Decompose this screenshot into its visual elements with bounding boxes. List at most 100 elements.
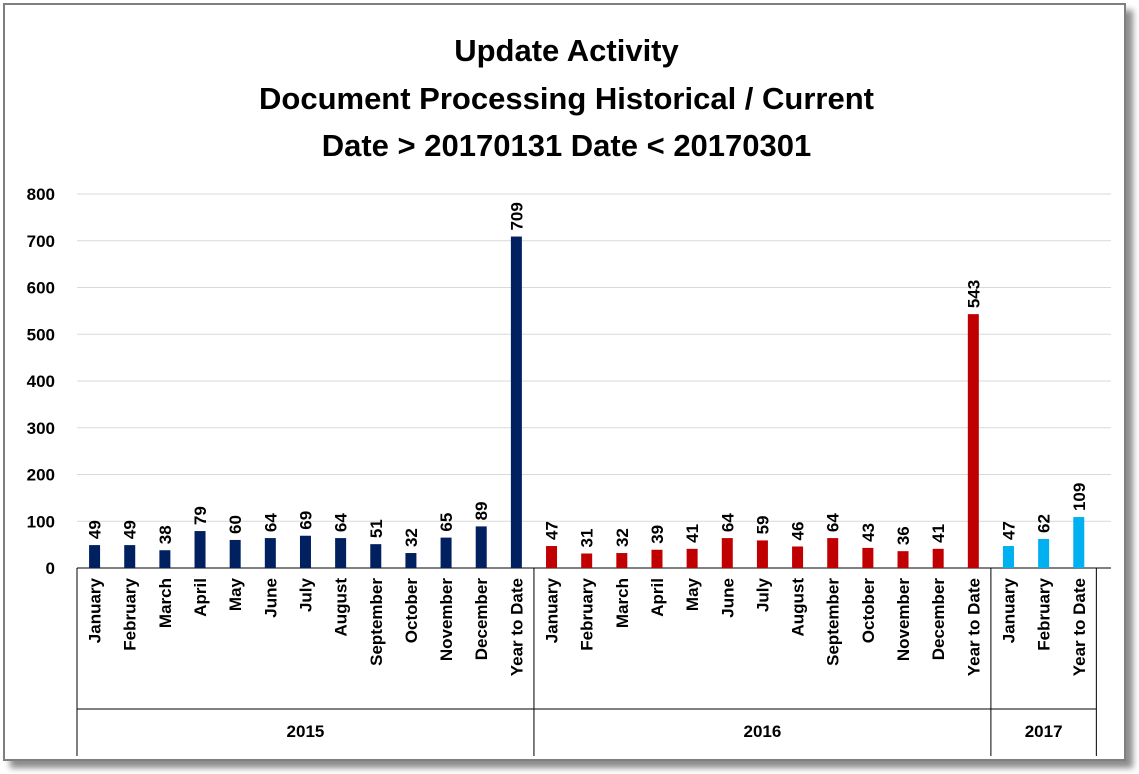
bar bbox=[264, 538, 276, 568]
bar bbox=[1073, 517, 1085, 568]
bar bbox=[932, 548, 944, 568]
x-category-label: January bbox=[543, 577, 562, 643]
x-group-label: 2017 bbox=[1025, 722, 1063, 741]
bar bbox=[159, 550, 171, 568]
bar bbox=[229, 539, 241, 568]
bar bbox=[194, 531, 206, 568]
bar bbox=[792, 546, 804, 568]
chart-title-line-3: Date > 20170131 Date < 20170301 bbox=[321, 128, 812, 163]
x-category-label: June bbox=[718, 578, 737, 618]
x-category-label: January bbox=[999, 577, 1018, 643]
x-category-label: February bbox=[121, 577, 140, 650]
data-label: 62 bbox=[1035, 514, 1054, 533]
bar bbox=[651, 549, 663, 568]
x-category-label: September bbox=[367, 578, 386, 666]
x-category-label: August bbox=[789, 578, 808, 637]
x-category-label: September bbox=[824, 578, 843, 666]
y-tick-label: 200 bbox=[27, 466, 55, 485]
bar-chart: 0 100 200 300 400 500 600 700 800 49 January 49 Febr… bbox=[27, 185, 1111, 756]
bar bbox=[475, 526, 487, 568]
y-tick-label: 500 bbox=[27, 325, 55, 344]
bar bbox=[721, 538, 733, 568]
x-group-label: 2015 bbox=[287, 722, 325, 741]
data-label: 49 bbox=[121, 520, 140, 539]
x-category-label: April bbox=[648, 578, 667, 617]
y-tick-label: 0 bbox=[46, 559, 55, 578]
bar bbox=[546, 546, 558, 568]
bar bbox=[335, 538, 347, 568]
data-label: 59 bbox=[753, 515, 772, 534]
x-category-label: July bbox=[296, 577, 315, 612]
bar bbox=[405, 553, 417, 568]
bar bbox=[370, 544, 382, 568]
x-category-label: July bbox=[753, 577, 772, 612]
x-category-label: February bbox=[578, 577, 597, 650]
x-category-label: May bbox=[683, 577, 702, 611]
data-label: 43 bbox=[859, 523, 878, 542]
x-category-label: April bbox=[191, 578, 210, 617]
bar bbox=[581, 553, 593, 568]
bar bbox=[862, 547, 874, 568]
bar bbox=[756, 540, 768, 568]
x-group-label: 2016 bbox=[744, 722, 782, 741]
y-tick-label: 600 bbox=[27, 279, 55, 298]
data-label: 31 bbox=[578, 529, 597, 548]
bar bbox=[440, 537, 452, 568]
bar bbox=[124, 545, 136, 568]
x-category-label: October bbox=[402, 578, 421, 644]
x-category-label: June bbox=[261, 578, 280, 618]
data-label: 41 bbox=[929, 524, 948, 543]
x-category-label: November bbox=[437, 578, 456, 662]
data-label: 51 bbox=[367, 519, 386, 538]
x-category-label: Year to Date bbox=[507, 578, 526, 676]
x-category-label: Year to Date bbox=[1070, 578, 1089, 676]
bar bbox=[1002, 546, 1014, 568]
data-label: 64 bbox=[718, 513, 737, 532]
bar bbox=[967, 314, 979, 568]
x-category-label: March bbox=[613, 578, 632, 628]
chart-title-line-2: Document Processing Historical / Current bbox=[259, 81, 874, 116]
data-label: 32 bbox=[402, 528, 421, 547]
data-label: 49 bbox=[86, 520, 105, 539]
x-category-label: January bbox=[86, 577, 105, 643]
data-label: 38 bbox=[156, 525, 175, 544]
x-category-label: December bbox=[929, 578, 948, 661]
x-category-label: December bbox=[472, 578, 491, 661]
x-category-label: August bbox=[332, 578, 351, 637]
bar bbox=[510, 236, 522, 569]
chart-title-line-1: Update Activity bbox=[454, 33, 679, 68]
data-label: 41 bbox=[683, 524, 702, 543]
data-label: 60 bbox=[226, 515, 245, 534]
x-category-label: October bbox=[859, 578, 878, 644]
x-category-label: March bbox=[156, 578, 175, 628]
data-label: 32 bbox=[613, 528, 632, 547]
data-label: 69 bbox=[296, 511, 315, 530]
x-category-label: May bbox=[226, 577, 245, 611]
data-label: 47 bbox=[999, 521, 1018, 540]
bar bbox=[299, 535, 311, 568]
y-tick-label: 300 bbox=[27, 419, 55, 438]
bar bbox=[897, 551, 909, 568]
x-category-label: November bbox=[894, 578, 913, 662]
y-tick-label: 100 bbox=[27, 512, 55, 531]
bar bbox=[827, 538, 839, 568]
y-tick-label: 400 bbox=[27, 372, 55, 391]
x-category-label: Year to Date bbox=[964, 578, 983, 676]
bar bbox=[616, 553, 628, 568]
bar bbox=[89, 545, 101, 568]
bar bbox=[1038, 539, 1050, 568]
data-label: 47 bbox=[543, 521, 562, 540]
x-category-label: February bbox=[1035, 577, 1054, 650]
bar bbox=[686, 548, 698, 568]
data-label: 543 bbox=[964, 280, 983, 308]
data-label: 46 bbox=[789, 522, 808, 541]
data-label: 709 bbox=[507, 202, 526, 230]
data-label: 64 bbox=[824, 513, 843, 532]
data-label: 65 bbox=[437, 513, 456, 532]
data-label: 109 bbox=[1070, 483, 1089, 511]
data-label: 36 bbox=[894, 526, 913, 545]
data-label: 79 bbox=[191, 506, 210, 525]
chart-frame: Update Activity Document Processing Hist… bbox=[3, 3, 1126, 761]
data-label: 39 bbox=[648, 525, 667, 544]
data-label: 89 bbox=[472, 501, 491, 520]
